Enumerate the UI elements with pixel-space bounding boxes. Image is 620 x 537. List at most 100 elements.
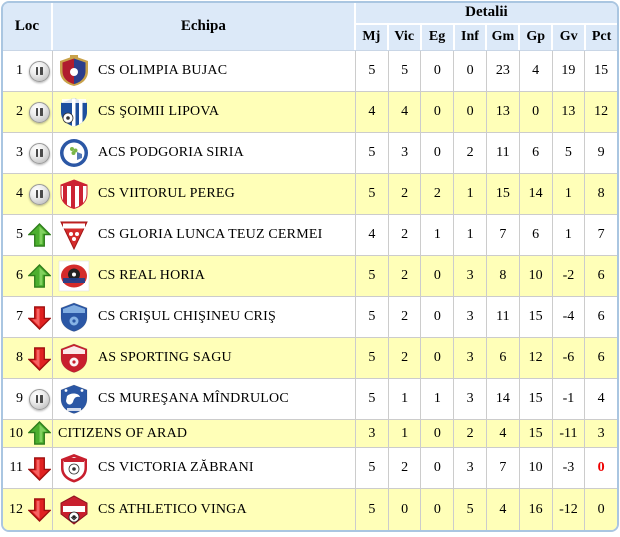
stat-gp: 12 (520, 338, 553, 378)
stat-inf: 0 (454, 51, 487, 91)
stat-eg: 0 (421, 51, 455, 91)
stat-vic: 2 (389, 297, 422, 337)
team-cell: CS VICTORIA ZĂBRANI (53, 448, 356, 488)
team-crest (58, 301, 90, 333)
team-crest-icon (60, 221, 88, 251)
table-header: Loc Echipa Detalii Mj Vic Eg Inf Gm Gp Gv Pct (3, 3, 617, 51)
trend-indicator (26, 497, 52, 522)
stat-gm: 7 (487, 448, 520, 488)
stat-gp: 6 (520, 215, 553, 255)
rank-number: 1 (16, 63, 23, 78)
table-row: 9 CS MUREŞANA MÎNDRULOC 5 1 1 3 14 15 -1 4 (3, 379, 617, 420)
stat-gv: -3 (553, 448, 586, 488)
stat-gv: -11 (553, 420, 586, 447)
team-name: CS VIITORUL PEREG (98, 186, 235, 201)
stats-cells: 5 5 0 0 23 4 19 15 (356, 51, 617, 91)
rank-cell: 8 (3, 338, 53, 378)
stat-gm: 11 (487, 133, 520, 173)
stat-inf: 3 (454, 297, 487, 337)
pause-icon (28, 142, 50, 164)
stat-inf: 2 (454, 133, 487, 173)
pause-bars (35, 67, 43, 75)
stat-gv: 1 (553, 174, 586, 214)
team-crest (58, 178, 90, 210)
stat-vic: 2 (389, 448, 422, 488)
column-header-vic: Vic (389, 24, 422, 50)
team-cell: CS ATHLETICO VINGA (53, 489, 356, 530)
table-row: 2 CS ŞOIMII LIPOVA 4 4 0 0 13 0 13 12 (3, 92, 617, 133)
team-name: CS ATHLETICO VINGA (98, 501, 247, 517)
team-crest (58, 137, 90, 169)
stat-eg: 0 (421, 92, 455, 132)
stat-gm: 13 (487, 92, 520, 132)
column-header-detalii: Detalii (355, 3, 617, 25)
team-name: AS SPORTING SAGU (98, 350, 232, 365)
team-name: CS MUREŞANA MÎNDRULOC (98, 391, 289, 406)
stat-eg: 0 (421, 420, 455, 447)
stat-mj: 5 (356, 174, 389, 214)
stat-gm: 8 (487, 256, 520, 296)
stat-gv: 19 (553, 51, 586, 91)
trend-indicator (26, 142, 52, 164)
pause-bars (35, 395, 43, 403)
stat-eg: 0 (421, 297, 455, 337)
stat-inf: 3 (454, 379, 487, 419)
stats-cells: 4 4 0 0 13 0 13 12 (356, 92, 617, 132)
team-crest-icon (60, 139, 88, 167)
stat-eg: 1 (421, 215, 455, 255)
stat-vic: 4 (389, 92, 422, 132)
up-arrow-icon (27, 263, 51, 288)
stat-mj: 5 (356, 297, 389, 337)
team-crest (58, 383, 90, 415)
trend-indicator (26, 222, 52, 248)
team-cell: ACS PODGORIA SIRIA (53, 133, 356, 173)
team-crest-icon (60, 343, 88, 373)
team-cell: AS SPORTING SAGU (53, 338, 356, 378)
stat-gm: 4 (487, 420, 520, 447)
trend-indicator (26, 101, 52, 123)
stat-gm: 7 (487, 215, 520, 255)
table-body: 1 CS OLIMPIA BUJAC 5 5 0 0 23 4 19 15 2 CS ŞOIMII L… (3, 51, 617, 530)
stat-eg: 0 (421, 256, 455, 296)
stat-gv: 1 (553, 215, 586, 255)
rank-cell: 10 (3, 420, 53, 447)
stat-gv: -12 (553, 489, 586, 530)
stat-pct: 0 (597, 501, 605, 517)
team-crest (58, 55, 90, 87)
team-crest-icon (60, 55, 88, 86)
stat-inf: 3 (454, 338, 487, 378)
column-header-gv: Gv (553, 24, 587, 50)
stat-vic: 0 (389, 489, 422, 530)
stat-inf: 2 (454, 420, 487, 447)
stat-gp: 0 (520, 92, 553, 132)
rank-cell: 7 (3, 297, 53, 337)
stat-mj: 5 (356, 489, 389, 530)
column-group-detalii: Detalii Mj Vic Eg Inf Gm Gp Gv Pct (355, 3, 617, 50)
team-name: ACS PODGORIA SIRIA (98, 145, 244, 160)
pause-icon (28, 388, 50, 410)
trend-indicator (26, 60, 52, 82)
stat-gp: 15 (520, 297, 553, 337)
rank-number: 11 (9, 460, 23, 475)
column-header-eg: Eg (422, 24, 455, 50)
column-header-echipa: Echipa (53, 3, 356, 50)
stat-pct: 7 (597, 227, 605, 242)
team-cell: CS MUREŞANA MÎNDRULOC (53, 379, 356, 419)
team-crest (58, 260, 90, 292)
column-header-inf: Inf (455, 24, 488, 50)
up-arrow-icon (27, 421, 51, 445)
stat-gp: 10 (520, 256, 553, 296)
stat-mj: 4 (356, 92, 389, 132)
table-row: 10 CITIZENS OF ARAD 3 1 0 2 4 15 -11 3 (3, 420, 617, 448)
stat-gv: -1 (553, 379, 586, 419)
team-crest-icon (60, 384, 88, 414)
team-name: CS ŞOIMII LIPOVA (98, 104, 220, 119)
team-name: CS OLIMPIA BUJAC (98, 63, 228, 78)
team-crest (58, 96, 90, 128)
up-arrow-icon (27, 222, 51, 247)
stat-vic: 2 (389, 215, 422, 255)
stat-mj: 5 (356, 51, 389, 91)
rank-cell: 12 (3, 489, 53, 530)
stat-vic: 5 (389, 51, 422, 91)
